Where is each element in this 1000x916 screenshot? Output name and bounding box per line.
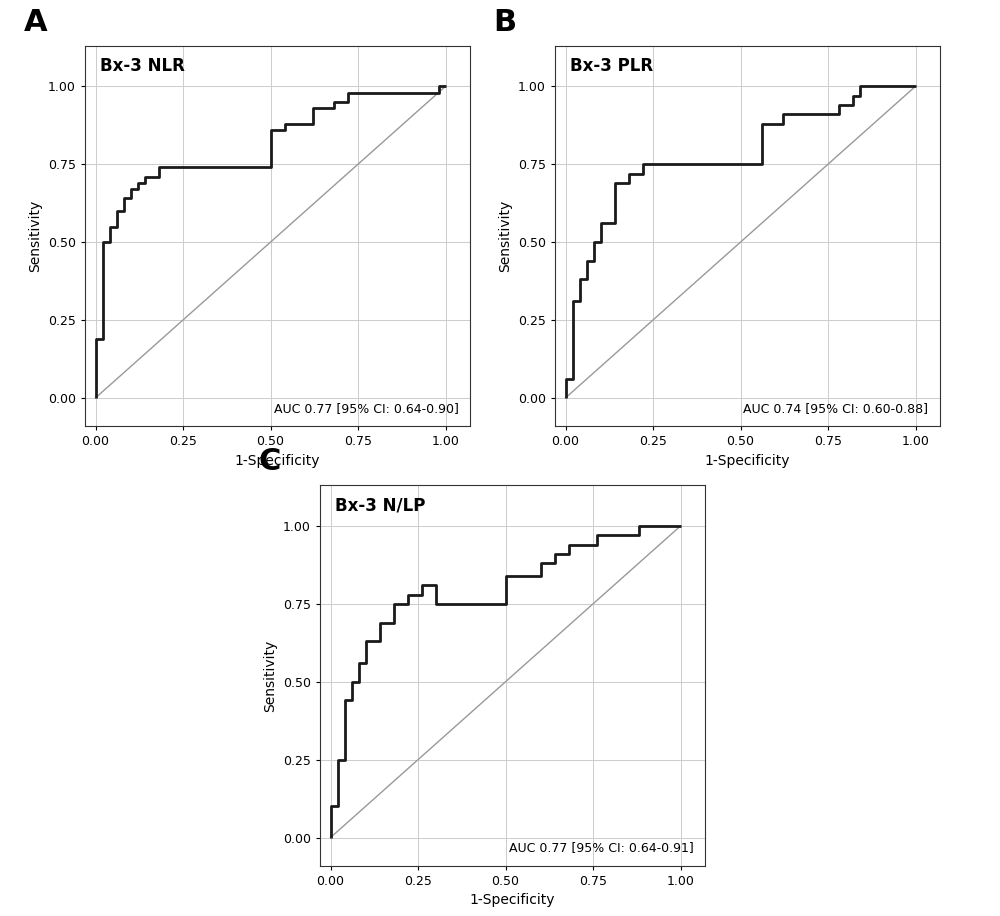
Text: A: A bbox=[23, 8, 47, 37]
X-axis label: 1-Specificity: 1-Specificity bbox=[705, 453, 790, 467]
X-axis label: 1-Specificity: 1-Specificity bbox=[235, 453, 320, 467]
Text: Bx-3 NLR: Bx-3 NLR bbox=[100, 57, 185, 75]
Text: B: B bbox=[493, 8, 517, 37]
Y-axis label: Sensitivity: Sensitivity bbox=[263, 639, 277, 712]
Text: Bx-3 N/LP: Bx-3 N/LP bbox=[335, 496, 426, 515]
Text: Bx-3 PLR: Bx-3 PLR bbox=[570, 57, 654, 75]
Y-axis label: Sensitivity: Sensitivity bbox=[28, 200, 42, 272]
Text: AUC 0.77 [95% CI: 0.64-0.91]: AUC 0.77 [95% CI: 0.64-0.91] bbox=[509, 841, 693, 855]
Y-axis label: Sensitivity: Sensitivity bbox=[498, 200, 512, 272]
Text: C: C bbox=[258, 448, 281, 476]
Text: AUC 0.74 [95% CI: 0.60-0.88]: AUC 0.74 [95% CI: 0.60-0.88] bbox=[743, 401, 928, 415]
Text: AUC 0.77 [95% CI: 0.64-0.90]: AUC 0.77 [95% CI: 0.64-0.90] bbox=[274, 401, 458, 415]
X-axis label: 1-Specificity: 1-Specificity bbox=[470, 893, 555, 907]
